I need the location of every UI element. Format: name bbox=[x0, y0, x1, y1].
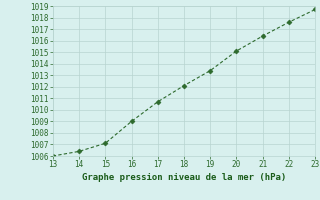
X-axis label: Graphe pression niveau de la mer (hPa): Graphe pression niveau de la mer (hPa) bbox=[82, 173, 286, 182]
